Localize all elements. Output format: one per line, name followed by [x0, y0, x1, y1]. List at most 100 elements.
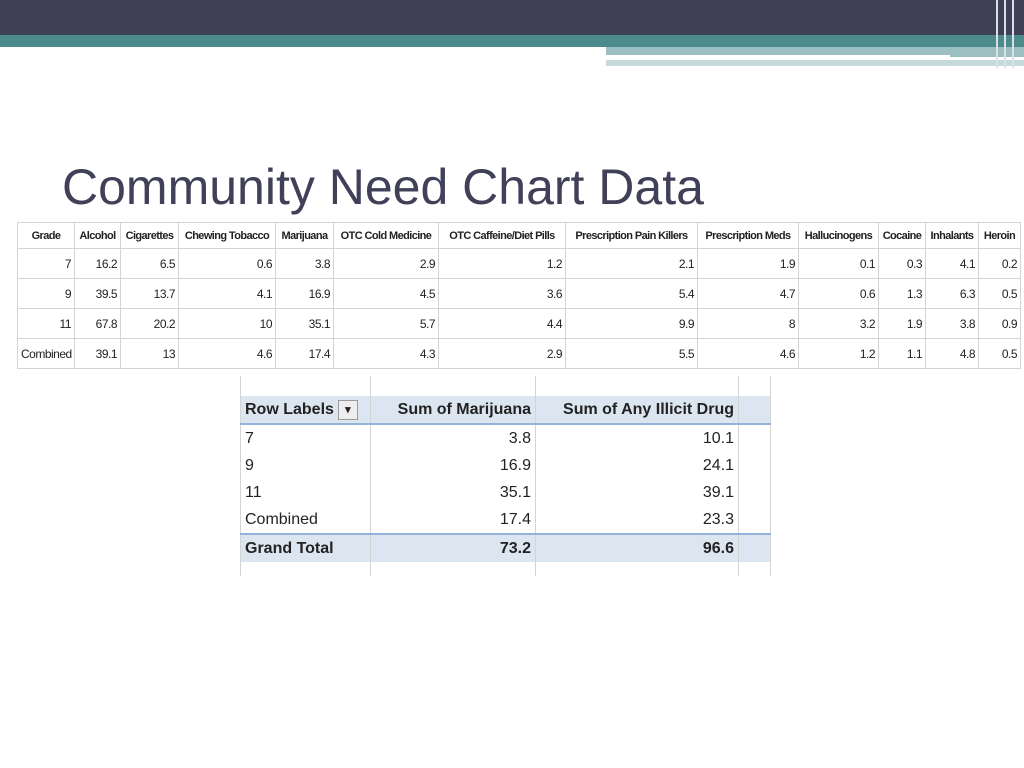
- table-cell: 8: [697, 308, 799, 339]
- blank-cell: [738, 562, 771, 576]
- blank-cell: [370, 376, 536, 396]
- blank-cell: [535, 562, 739, 576]
- pivot-cell: 39.1: [535, 479, 739, 506]
- table-cell: 0.3: [878, 248, 926, 279]
- slide-title: Community Need Chart Data: [62, 159, 704, 215]
- data-table: Grade Alcohol Cigarettes Chewing Tobacco Mar…: [17, 222, 1021, 369]
- pivot-header-row: Row Labels ▾ Sum of Marijuana Sum of Any Il…: [240, 396, 771, 425]
- table-cell: 1.9: [697, 248, 799, 279]
- table-row: 7 16.2 6.5 0.6 3.8 2.9 1.2 2.1 1.9 0.1 0.3 4.1 0.2: [17, 248, 1021, 279]
- pivot-header: Sum of Any Illicit Drug: [535, 396, 739, 425]
- table-cell: 67.8: [74, 308, 121, 339]
- table-cell: 5.5: [565, 338, 698, 369]
- table-cell: 4.3: [333, 338, 439, 369]
- table-row: 11 67.8 20.2 10 35.1 5.7 4.4 9.9 8 3.2 1.9 3.8 0.9: [17, 308, 1021, 339]
- table-cell: 0.6: [798, 278, 879, 309]
- table-cell: 4.6: [178, 338, 276, 369]
- table-cell: 20.2: [120, 308, 179, 339]
- table-cell: 0.9: [978, 308, 1021, 339]
- table-cell: 0.6: [178, 248, 276, 279]
- pivot-cell: 9: [240, 452, 371, 479]
- table-cell: 16.9: [275, 278, 334, 309]
- column-header: Inhalants: [925, 222, 979, 249]
- decor: [996, 0, 998, 68]
- blank-cell: [738, 396, 771, 425]
- header-row: Grade Alcohol Cigarettes Chewing Tobacco Mar…: [17, 222, 1021, 249]
- decor: [1004, 0, 1006, 68]
- pivot-header: Row Labels ▾: [240, 396, 371, 425]
- table-cell: 13: [120, 338, 179, 369]
- pivot-cell: 35.1: [370, 479, 536, 506]
- table-cell: 3.8: [925, 308, 979, 339]
- table-cell: 39.1: [74, 338, 121, 369]
- pivot-cell: 10.1: [535, 424, 739, 452]
- table-cell: 3.8: [275, 248, 334, 279]
- filter-button[interactable]: ▾: [337, 399, 358, 420]
- table-cell: 4.1: [178, 278, 276, 309]
- column-header: OTC Cold Medicine: [333, 222, 439, 249]
- table-cell: 10: [178, 308, 276, 339]
- table-cell: 4.5: [333, 278, 439, 309]
- pivot-cell: 7: [240, 424, 371, 452]
- pivot-table: Row Labels ▾ Sum of Marijuana Sum of Any Il…: [240, 376, 771, 576]
- column-header: Hallucinogens: [798, 222, 879, 249]
- table-cell: 4.4: [438, 308, 566, 339]
- blank-cell: [738, 506, 771, 534]
- pivot-cell: 23.3: [535, 506, 739, 534]
- table-cell: 2.1: [565, 248, 698, 279]
- blank-row: [240, 376, 771, 396]
- column-header: Prescription Pain Killers: [565, 222, 698, 249]
- table-cell: 6.5: [120, 248, 179, 279]
- table-cell: 3.2: [798, 308, 879, 339]
- pivot-cell: 11: [240, 479, 371, 506]
- column-header: Cigarettes: [120, 222, 179, 249]
- pivot-row: 11 35.1 39.1: [240, 479, 771, 506]
- table-cell: 1.9: [878, 308, 926, 339]
- pivot-cell: Combined: [240, 506, 371, 534]
- column-header: Grade: [17, 222, 75, 249]
- table-cell: 1.2: [798, 338, 879, 369]
- pivot-row: Combined 17.4 23.3: [240, 506, 771, 534]
- pivot-total-cell: 96.6: [535, 533, 739, 562]
- table-cell: 2.9: [438, 338, 566, 369]
- pivot-cell: 24.1: [535, 452, 739, 479]
- column-header: Cocaine: [878, 222, 926, 249]
- pivot-cell: 17.4: [370, 506, 536, 534]
- table-cell: 1.2: [438, 248, 566, 279]
- table-cell: 0.5: [978, 338, 1021, 369]
- pivot-header-text: Sum of Any Illicit Drug: [563, 400, 734, 418]
- blank-cell: [535, 376, 739, 396]
- table-cell: 16.2: [74, 248, 121, 279]
- table-cell: 9: [17, 278, 75, 309]
- table-row: Combined 39.1 13 4.6 17.4 4.3 2.9 5.5 4.6 1.2 1.1 4…: [17, 338, 1021, 369]
- blank-cell: [738, 479, 771, 506]
- table-cell: 4.7: [697, 278, 799, 309]
- blank-cell: [738, 533, 771, 562]
- table-cell: 35.1: [275, 308, 334, 339]
- header-stripe: [606, 60, 1024, 66]
- table-cell: 5.7: [333, 308, 439, 339]
- pivot-total-row: Grand Total 73.2 96.6: [240, 533, 771, 562]
- table-cell: 0.5: [978, 278, 1021, 309]
- blank-cell: [240, 562, 371, 576]
- column-header: Alcohol: [74, 222, 121, 249]
- table-cell: 6.3: [925, 278, 979, 309]
- table-cell: 2.9: [333, 248, 439, 279]
- blank-cell: [738, 452, 771, 479]
- table-cell: 0.2: [978, 248, 1021, 279]
- table-cell: 0.1: [798, 248, 879, 279]
- column-header: Prescription Meds: [697, 222, 799, 249]
- table-cell: 11: [17, 308, 75, 339]
- table-cell: 17.4: [275, 338, 334, 369]
- header-band: [0, 0, 1024, 35]
- table-cell: 39.5: [74, 278, 121, 309]
- column-header: Chewing Tobacco: [178, 222, 276, 249]
- table-row: 9 39.5 13.7 4.1 16.9 4.5 3.6 5.4 4.7 0.6 1.3 6.3 0.5: [17, 278, 1021, 309]
- table-cell: 1.1: [878, 338, 926, 369]
- pivot-total-cell: 73.2: [370, 533, 536, 562]
- pivot-total-cell: Grand Total: [240, 533, 371, 562]
- blank-cell: [240, 376, 371, 396]
- table-cell: 4.8: [925, 338, 979, 369]
- table-cell: 4.6: [697, 338, 799, 369]
